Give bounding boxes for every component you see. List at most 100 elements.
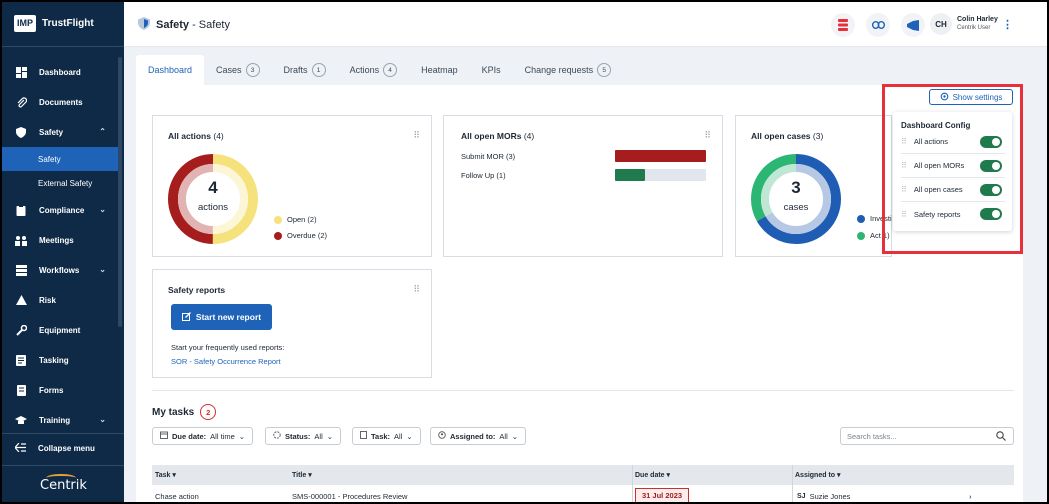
column-header-assigned-to[interactable]: Assigned to ▾ <box>795 472 841 479</box>
sidebar-item-tasking[interactable]: Tasking <box>2 345 124 375</box>
donut-segment-action <box>751 154 841 244</box>
clipboard-icon <box>360 431 367 441</box>
sidebar-item-label: Compliance <box>39 205 85 215</box>
edit-icon <box>181 311 191 323</box>
column-header-label: Task <box>155 472 171 479</box>
config-title: Dashboard Config <box>901 121 971 130</box>
tab-heatmap[interactable]: Heatmap <box>409 55 470 85</box>
filter-task[interactable]: Task: All ⌄ <box>352 427 421 445</box>
collapse-menu-button[interactable]: Collapse menu <box>14 442 95 454</box>
sidebar-item-risk[interactable]: Risk <box>2 285 124 315</box>
sidebar-item-equipment[interactable]: Equipment <box>2 315 124 345</box>
column-header-label: Assigned to <box>795 472 836 479</box>
show-settings-button[interactable]: Show settings <box>929 89 1013 105</box>
column-header-task[interactable]: Task ▾ <box>155 472 176 479</box>
filter-due-date[interactable]: Due date: All time ⌄ <box>152 427 254 445</box>
sidebar-item-training[interactable]: Training ⌄ <box>2 405 124 435</box>
more-options-icon[interactable]: ⋮ <box>1002 19 1013 31</box>
column-header-label: Title <box>292 472 307 479</box>
toggle-open-cases[interactable] <box>980 184 1002 196</box>
sidebar-subitem-external-safety[interactable]: External Safety <box>38 178 93 188</box>
logo[interactable]: IMP TrustFlight <box>14 15 94 32</box>
search-icon[interactable] <box>996 431 1006 443</box>
card-title: All actions (4) <box>168 131 224 141</box>
legend-swatch <box>274 215 282 224</box>
sidebar-nav: Dashboard Documents Safety ⌃ Safety Exte… <box>2 57 124 435</box>
column-header-title[interactable]: Title ▾ <box>292 472 312 479</box>
layers-icon <box>15 264 27 276</box>
sor-report-link[interactable]: SOR - Safety Occurrence Report <box>171 357 281 366</box>
legend-overdue: Overdue (2) <box>274 231 327 240</box>
drag-handle-icon[interactable]: ⠿ <box>413 130 420 140</box>
filter-assigned-to[interactable]: Assigned to: All ⌄ <box>430 427 527 445</box>
sidebar-item-workflows[interactable]: Workflows ⌄ <box>2 255 124 285</box>
card-title: All open MORs (4) <box>461 131 534 141</box>
config-row-label: Safety reports <box>913 209 961 219</box>
assignee-initials: SJ <box>797 493 806 500</box>
user-name: Colin Harley <box>957 16 998 23</box>
toggle-safety-reports[interactable] <box>980 208 1002 220</box>
sidebar-item-safety[interactable]: Safety ⌃ <box>2 117 124 147</box>
shield-icon <box>138 17 150 33</box>
sidebar-item-label: Safety <box>39 127 64 137</box>
chevron-down-icon: ⌄ <box>511 431 519 441</box>
start-new-report-button[interactable]: Start new report <box>171 304 272 330</box>
tab-bar: Dashboard Cases 3 Drafts 1 Actions 4 Heatma… <box>136 55 1017 85</box>
clipboard-icon <box>15 204 27 216</box>
tab-label: Change requests <box>524 65 594 75</box>
drag-handle-icon[interactable]: ⠿ <box>704 130 711 140</box>
tab-kpis[interactable]: KPIs <box>470 55 513 85</box>
forms-icon <box>15 384 27 396</box>
column-header-due-date[interactable]: Due date ▾ <box>635 472 671 479</box>
users-icon <box>15 234 27 246</box>
sidebar-item-forms[interactable]: Forms <box>2 375 124 405</box>
tab-actions[interactable]: Actions 4 <box>338 55 410 85</box>
drag-handle-icon[interactable]: ⠿ <box>901 185 907 194</box>
tab-dashboard[interactable]: Dashboard <box>136 55 205 85</box>
tab-change-requests[interactable]: Change requests 5 <box>513 55 624 85</box>
sidebar-item-dashboard[interactable]: Dashboard <box>2 57 124 87</box>
sidebar-item-documents[interactable]: Documents <box>2 87 124 117</box>
reports-icon-button[interactable] <box>831 13 855 37</box>
tab-drafts[interactable]: Drafts 1 <box>272 55 338 85</box>
drag-handle-icon[interactable]: ⠿ <box>901 209 907 219</box>
donut-inner-action <box>761 164 831 234</box>
drag-handle-icon[interactable]: ⠿ <box>901 137 907 146</box>
card-title-count: (3) <box>812 131 824 141</box>
megaphone-icon-button[interactable] <box>901 13 925 37</box>
sidebar-scrollbar[interactable] <box>118 57 122 327</box>
legend-label: Overdue (2) <box>287 231 328 240</box>
user-menu[interactable]: CH Colin Harley Centrik User <box>930 13 998 35</box>
legend-swatch <box>857 214 865 223</box>
chevron-down-icon: ⌄ <box>99 415 106 424</box>
section-divider <box>152 390 1014 391</box>
sidebar-subitem-safety[interactable]: Safety <box>2 147 118 171</box>
toggle-open-mors[interactable] <box>980 160 1002 172</box>
drag-handle-icon[interactable]: ⠿ <box>413 284 420 294</box>
filter-status[interactable]: Status: All ⌄ <box>265 427 342 445</box>
toggle-all-actions[interactable] <box>980 136 1002 148</box>
cell-task: Chase action <box>155 492 199 501</box>
drag-handle-icon[interactable]: ⠿ <box>901 161 907 170</box>
link-icon-button[interactable] <box>866 13 890 37</box>
legend-swatch <box>857 231 865 240</box>
legend-label: Investi <box>870 214 892 223</box>
tab-cases[interactable]: Cases 3 <box>204 55 272 85</box>
shield-icon <box>15 126 27 138</box>
donut-center-value: 4 <box>208 178 218 197</box>
search-input[interactable] <box>847 431 987 442</box>
legend-label: Open (2) <box>287 215 317 224</box>
sidebar-item-label: Forms <box>39 385 64 395</box>
chevron-right-icon[interactable]: › <box>969 492 972 501</box>
chevron-down-icon: ⌄ <box>406 431 413 441</box>
user-role: Centrik User <box>957 25 991 31</box>
avatar: CH <box>930 13 952 35</box>
legend-label: Act 1) <box>870 231 890 240</box>
sidebar-item-label: Dashboard <box>39 67 81 77</box>
logo-badge: IMP <box>14 15 37 32</box>
sidebar-item-meetings[interactable]: Meetings <box>2 225 124 255</box>
tab-label: KPIs <box>481 65 501 75</box>
sidebar-item-compliance[interactable]: Compliance ⌄ <box>2 195 124 225</box>
table-row[interactable]: Chase action SMS-000001 - Procedures Rev… <box>152 486 1014 502</box>
